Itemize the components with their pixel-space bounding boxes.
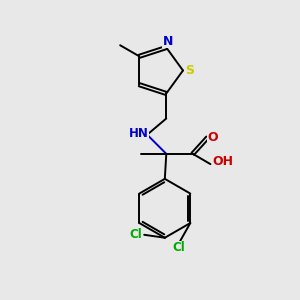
Text: O: O	[208, 131, 218, 144]
Text: N: N	[163, 34, 173, 48]
Text: Cl: Cl	[130, 228, 142, 241]
Text: S: S	[185, 64, 194, 77]
Text: Cl: Cl	[172, 241, 185, 254]
Text: OH: OH	[212, 155, 233, 168]
Text: HN: HN	[129, 127, 149, 140]
